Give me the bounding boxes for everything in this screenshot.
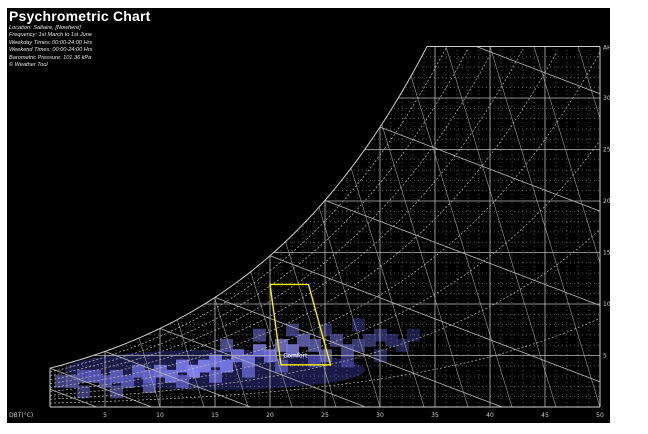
heat-cell [286,323,299,337]
x-tick-label: 10 [156,412,164,419]
heat-cell [253,344,266,358]
volume-line [577,46,600,407]
comfort-zone-outline [269,283,332,366]
rh-curve [50,229,600,400]
heat-cell [341,354,354,368]
heat-cell [165,369,178,383]
saturation-line [49,46,600,369]
x-tick-label: 5 [103,412,107,419]
heat-cell [242,354,255,368]
y-tick-label: 25 [603,147,610,154]
heat-cell [209,369,222,383]
volume-line [489,46,600,407]
x-tick-label: 25 [321,412,329,419]
heat-cell [110,369,123,383]
heat-cell [253,328,266,342]
rh-curve [50,52,557,388]
x-tick-label: 35 [431,412,439,419]
x-tick-label: 20 [266,412,274,419]
info-weekend: Weekend Times: 00:00-24:00 Hrs [9,47,93,54]
wet-bulb-line [434,46,600,407]
rh-curve [50,48,469,377]
rh-curve [50,47,447,373]
heat-cell [99,375,112,388]
y-tick-label: 30 [603,95,610,102]
info-frequency: Frequency: 1st March to 1st June [9,32,93,39]
axis-ticks: DBT(°C) 5 10 15 20 25 30 35 40 45 50 5 10 15 20 25 30 AH [9,45,610,420]
x-tick-label: 40 [486,412,494,419]
x-axis-label: DBT(°C) [9,412,33,419]
heat-cell [143,369,156,383]
wet-bulb-line [50,367,97,407]
comfort-zone: Comfort [269,283,332,366]
heat-cell [132,364,145,378]
wet-bulb-line [324,199,600,407]
wet-bulb-line [159,328,366,407]
wet-bulb-line [489,46,600,407]
heat-cell [77,385,90,399]
wet-bulb-line [214,296,502,407]
info-pressure: Barometric Pressure: 101.36 kPa [9,54,92,61]
heat-cell [286,344,299,358]
chart-title: Psychrometric Chart [9,8,151,24]
heat-cell [121,375,134,388]
x-tick-label: 45 [541,412,549,419]
rh-curve [50,48,524,385]
volume-line [401,46,513,407]
rh-curve [50,51,600,392]
y-tick-label: 20 [603,198,610,205]
heat-cell [330,333,343,347]
volume-line [445,46,557,407]
psychrometric-chart: Comfort DBT(°C) 5 10 15 20 25 30 35 40 45 50 5 10 15 2… [9,45,610,420]
x-tick-label: 15 [211,412,219,419]
info-credit: © Weather Tool [9,62,48,69]
heat-cell [297,333,310,347]
y-tick-label: 10 [603,301,610,308]
chart-info: Location: Saltaire, [Nowhere] Frequency:… [9,25,92,69]
x-tick-label: 30 [376,412,384,419]
x-tick-label: 50 [596,412,604,419]
heat-cell [363,333,376,347]
saturation-curve [49,46,601,408]
heat-cell [176,375,189,388]
volume-line [533,46,600,407]
heat-cell [385,333,398,347]
heat-cell [374,328,387,342]
info-weekday: Weekday Times: 00:00-24:00 Hrs [9,39,93,46]
heat-cell [341,344,354,358]
chart-frame: Comfort DBT(°C) 5 10 15 20 25 30 35 40 45 50 5 10 15 2… [7,8,610,423]
y-axis-label: AH [603,45,610,52]
frequency-heatmap [55,318,420,399]
heat-cell [154,364,167,378]
wet-bulb-line [104,351,251,407]
info-location: Location: Saltaire, [Nowhere] [9,25,81,31]
y-tick-label: 15 [603,250,610,257]
y-tick-label: 5 [603,353,607,360]
wet-bulb-line [379,126,600,407]
comfort-zone-label: Comfort [283,353,308,360]
